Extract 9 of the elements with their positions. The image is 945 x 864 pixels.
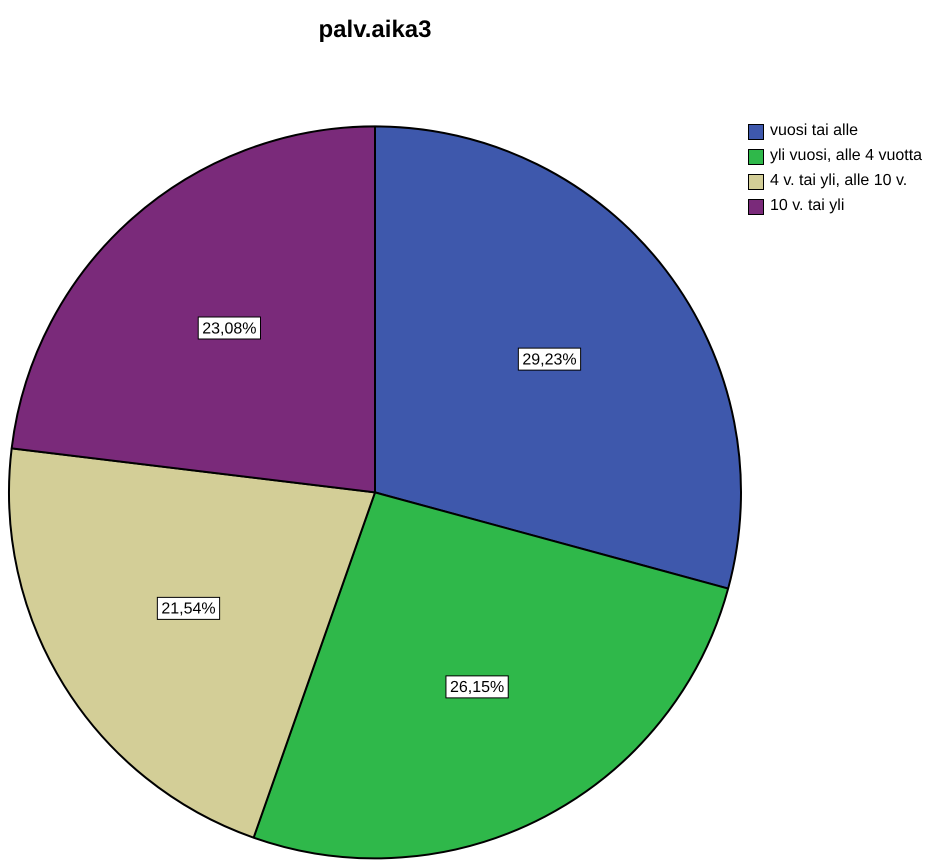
legend-label: 10 v. tai yli: [770, 197, 844, 215]
data-label: 26,15%: [450, 679, 504, 696]
chart-title: palv.aika3: [318, 16, 432, 44]
legend-label: 4 v. tai yli, alle 10 v.: [770, 172, 908, 190]
data-label: 21,54%: [161, 600, 216, 618]
legend-label: yli vuosi, alle 4 vuotta: [770, 147, 922, 165]
data-label: 23,08%: [202, 320, 256, 338]
legend-label: vuosi tai alle: [770, 122, 858, 140]
data-label: 29,23%: [522, 351, 577, 368]
